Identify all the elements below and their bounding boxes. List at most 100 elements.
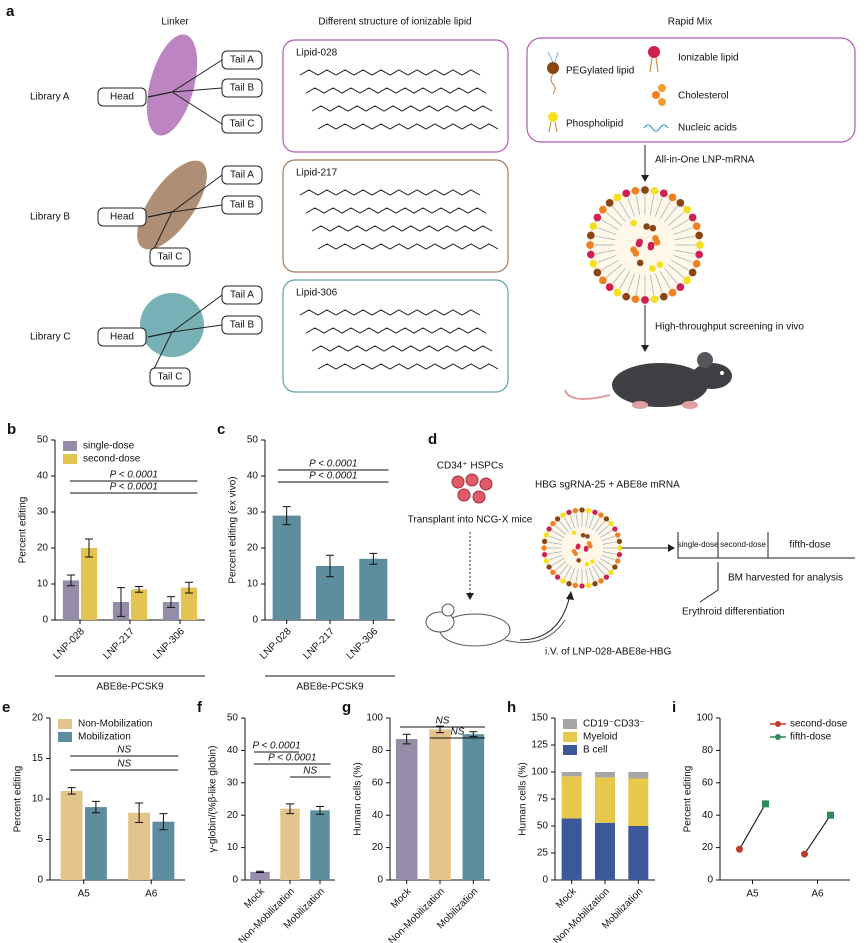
structure xyxy=(317,123,499,130)
y-tick-label: 30 xyxy=(247,507,259,518)
y-tick-label: 10 xyxy=(37,579,49,590)
y-tick-label: 100 xyxy=(531,767,548,778)
lnp-head xyxy=(631,295,640,304)
lnp-head xyxy=(603,516,610,522)
heading: Different structure of ionizable lipid xyxy=(318,17,471,28)
annotation: NS xyxy=(117,745,131,756)
legend-swatch xyxy=(563,719,577,729)
component: Cholesterol xyxy=(678,91,729,102)
lnp-head xyxy=(668,193,677,202)
lnp-inner xyxy=(571,548,577,554)
structure xyxy=(317,363,499,370)
tail-label: Tail A xyxy=(230,55,254,66)
y-tick-label: 30 xyxy=(37,507,49,518)
lnp-tail xyxy=(585,513,589,528)
head-label: Head xyxy=(110,212,134,223)
lnp-head xyxy=(572,582,579,589)
lnp-head xyxy=(617,545,623,551)
error-bar xyxy=(135,586,143,593)
lnp-head xyxy=(668,288,677,297)
lnp-tail xyxy=(588,515,595,529)
dose: fifth-dose xyxy=(789,540,831,551)
legend-swatch xyxy=(58,719,72,729)
lnp-tail xyxy=(564,565,572,579)
error-bar xyxy=(369,552,378,565)
head-box xyxy=(97,327,147,347)
legend-swatch xyxy=(63,454,77,464)
lnp-head xyxy=(688,213,697,222)
x-tick-label: A6 xyxy=(145,889,158,900)
lnp-tail xyxy=(569,567,576,581)
structure xyxy=(311,345,493,352)
tail-box xyxy=(221,285,263,305)
panel-letter: c xyxy=(217,421,225,438)
lnp-tail xyxy=(606,212,623,226)
lnp-head xyxy=(696,241,704,249)
tail-box xyxy=(221,195,263,215)
tail-box xyxy=(221,315,263,335)
lnp-head xyxy=(659,189,668,198)
lnp-head xyxy=(598,512,604,518)
lnp-head xyxy=(586,231,595,240)
bar xyxy=(130,589,148,620)
x-tick-label: LNP-217 xyxy=(101,626,137,662)
annotation: P < 0.0001 xyxy=(268,753,316,764)
lnp-tail xyxy=(627,273,635,293)
tail-box xyxy=(149,247,191,267)
lnp-tail xyxy=(659,271,671,289)
lnp-inner xyxy=(583,547,589,552)
library-label: Library A xyxy=(30,92,70,103)
lipid-label: Lipid-217 xyxy=(296,168,338,179)
lnp-tail xyxy=(671,219,689,231)
x-tick-label: LNP-306 xyxy=(151,626,187,662)
y-tick-label: 20 xyxy=(227,810,239,821)
lnp-head xyxy=(631,186,640,195)
lipid-box xyxy=(282,159,509,273)
lnp-head xyxy=(541,551,548,558)
lnp-head xyxy=(585,507,592,514)
component: Phospholipid xyxy=(566,119,623,130)
lnp-head xyxy=(572,507,579,514)
annotation: P < 0.0001 xyxy=(110,482,158,493)
x-tick-label: Mock xyxy=(554,886,579,911)
lnp-tail xyxy=(585,568,589,583)
y-axis-label: Percent editing (ex vivo) xyxy=(228,476,239,583)
lnp-inner xyxy=(576,558,581,563)
lnp-head xyxy=(554,516,561,522)
y-axis-label: Percent editing xyxy=(13,766,24,833)
lnp-head xyxy=(641,186,649,194)
lnp-tail xyxy=(549,554,563,561)
error-bar xyxy=(67,787,76,795)
legend-label: second-dose xyxy=(790,719,848,730)
panel-letter: h xyxy=(507,699,516,716)
bar xyxy=(395,739,418,880)
lnp-head xyxy=(683,276,691,285)
annotation: NS xyxy=(451,727,465,738)
lnp-tail xyxy=(659,201,671,219)
tail-label: Tail C xyxy=(157,252,182,263)
bar-segment xyxy=(561,772,582,777)
bar-segment xyxy=(628,772,649,779)
heading: Rapid Mix xyxy=(668,17,712,28)
lnp-head xyxy=(560,578,566,584)
bar xyxy=(80,548,98,620)
head-box xyxy=(97,207,147,227)
y-tick-label: 0 xyxy=(232,875,238,886)
y-tick-label: 50 xyxy=(227,713,239,724)
y-tick-label: 10 xyxy=(32,794,44,805)
x-tick-label: Non-Mobilization xyxy=(552,886,612,943)
y-tick-label: 30 xyxy=(227,777,239,788)
dose: second-dose xyxy=(720,540,766,549)
cells-label: CD34⁺ HSPCs xyxy=(437,461,503,472)
lnp-head xyxy=(550,569,556,576)
lnp-head xyxy=(599,205,607,214)
error-bar xyxy=(67,574,75,587)
annotation: P < 0.0001 xyxy=(110,470,158,481)
lnp-head xyxy=(543,558,549,564)
panel-letter: e xyxy=(2,699,10,716)
lnp-tail xyxy=(564,517,572,531)
tail-box xyxy=(221,165,263,185)
bar xyxy=(429,729,451,880)
component: Ionizable lipid xyxy=(678,53,739,64)
lnp-tail xyxy=(597,561,610,571)
